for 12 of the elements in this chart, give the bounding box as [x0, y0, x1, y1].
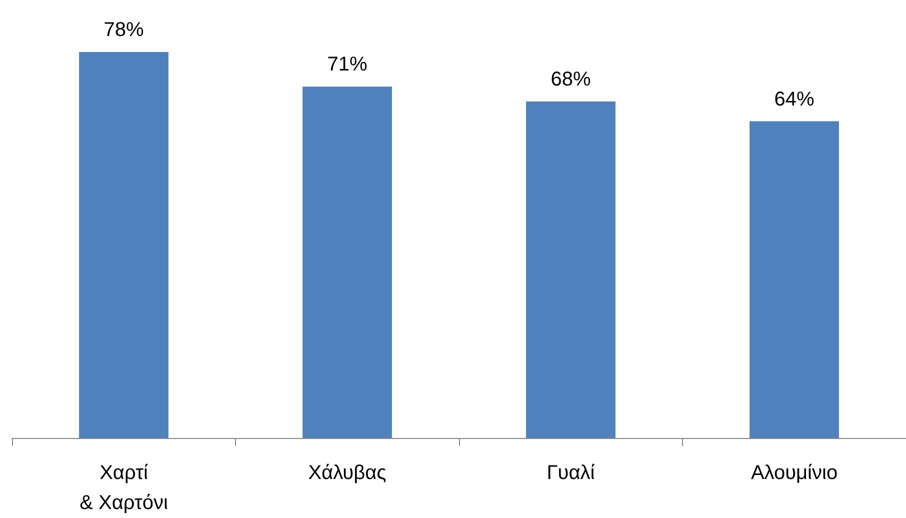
bar	[750, 121, 839, 438]
x-tick-label: Αλουμίνιο	[750, 462, 838, 484]
data-label: 78%	[104, 19, 144, 41]
x-tick-label: Χαρτί & Χαρτόνι	[80, 462, 168, 514]
data-label: 68%	[550, 68, 591, 90]
bar	[526, 101, 616, 438]
bar	[79, 52, 168, 438]
bar	[302, 86, 392, 438]
data-label: 64%	[774, 88, 814, 110]
data-label: 71%	[327, 54, 368, 76]
x-tick-label: Γυαλί	[546, 462, 596, 484]
x-tick-label: Χάλυβας	[308, 462, 387, 484]
